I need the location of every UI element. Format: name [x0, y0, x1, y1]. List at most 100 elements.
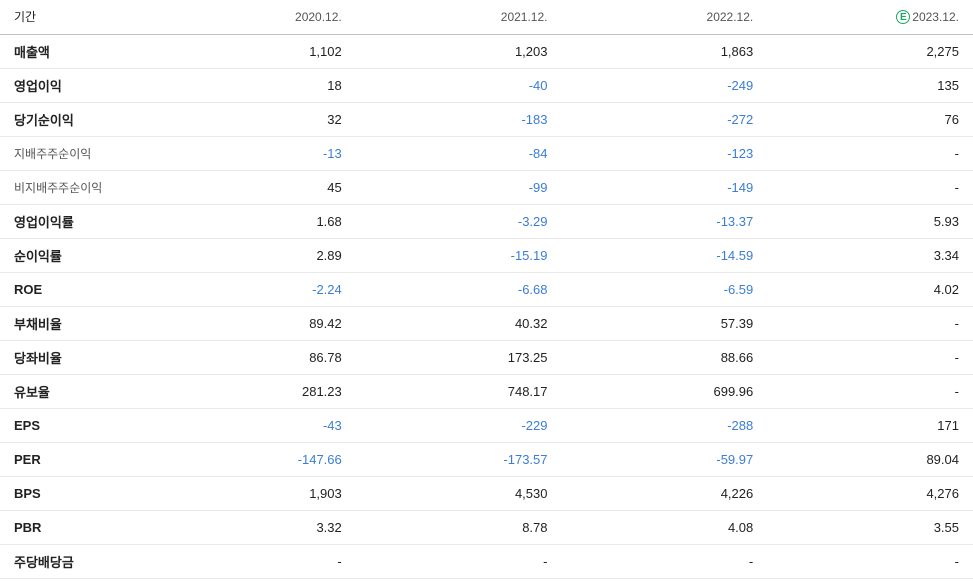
cell-value: -3.29 — [356, 204, 562, 238]
cell-value: 281.23 — [150, 374, 356, 408]
row-label: 비지배주주순이익 — [0, 170, 150, 204]
header-label: 기간 — [0, 0, 150, 34]
header-period: E2023.12. — [767, 0, 973, 34]
cell-value: 1,863 — [562, 34, 768, 68]
table-row: EPS-43-229-288171 — [0, 408, 973, 442]
cell-value: -183 — [356, 102, 562, 136]
cell-value: 3.32 — [150, 510, 356, 544]
row-label: ROE — [0, 272, 150, 306]
cell-value: -13.37 — [562, 204, 768, 238]
header-period: 2022.12. — [562, 0, 768, 34]
table-row: 유보율281.23748.17699.96- — [0, 374, 973, 408]
cell-value: 1,203 — [356, 34, 562, 68]
cell-value: 2,275 — [767, 34, 973, 68]
cell-value: -123 — [562, 136, 768, 170]
table-row: ROE-2.24-6.68-6.594.02 — [0, 272, 973, 306]
table-row: 영업이익18-40-249135 — [0, 68, 973, 102]
cell-value: 171 — [767, 408, 973, 442]
cell-value: - — [767, 136, 973, 170]
header-row: 기간 2020.12. 2021.12. 2022.12. E2023.12. — [0, 0, 973, 34]
cell-value: -14.59 — [562, 238, 768, 272]
cell-value: -15.19 — [356, 238, 562, 272]
cell-value: -2.24 — [150, 272, 356, 306]
period-label: 2021.12. — [501, 10, 548, 24]
table-row: BPS1,9034,5304,2264,276 — [0, 476, 973, 510]
cell-value: 1,102 — [150, 34, 356, 68]
row-label: 주당배당금 — [0, 544, 150, 578]
cell-value: -173.57 — [356, 442, 562, 476]
cell-value: 88.66 — [562, 340, 768, 374]
row-label: EPS — [0, 408, 150, 442]
row-label: PBR — [0, 510, 150, 544]
row-label: 지배주주순이익 — [0, 136, 150, 170]
financial-table-container: 기간 2020.12. 2021.12. 2022.12. E2023.12. 매출액… — [0, 0, 973, 579]
cell-value: -249 — [562, 68, 768, 102]
table-row: 매출액1,1021,2031,8632,275 — [0, 34, 973, 68]
period-label: 2022.12. — [707, 10, 754, 24]
cell-value: -59.97 — [562, 442, 768, 476]
cell-value: 89.42 — [150, 306, 356, 340]
cell-value: 3.34 — [767, 238, 973, 272]
cell-value: - — [767, 306, 973, 340]
cell-value: 4,530 — [356, 476, 562, 510]
cell-value: 45 — [150, 170, 356, 204]
row-label: 유보율 — [0, 374, 150, 408]
row-label: 당기순이익 — [0, 102, 150, 136]
cell-value: - — [767, 170, 973, 204]
cell-value: 57.39 — [562, 306, 768, 340]
row-label: 영업이익률 — [0, 204, 150, 238]
cell-value: -6.68 — [356, 272, 562, 306]
cell-value: -149 — [562, 170, 768, 204]
table-row: 지배주주순이익-13-84-123- — [0, 136, 973, 170]
financial-table: 기간 2020.12. 2021.12. 2022.12. E2023.12. 매출액… — [0, 0, 973, 579]
row-label: 부채비율 — [0, 306, 150, 340]
table-row: 당좌비율86.78173.2588.66- — [0, 340, 973, 374]
table-row: 비지배주주순이익45-99-149- — [0, 170, 973, 204]
cell-value: -229 — [356, 408, 562, 442]
table-row: 영업이익률1.68-3.29-13.375.93 — [0, 204, 973, 238]
table-row: 주당배당금---- — [0, 544, 973, 578]
table-row: 부채비율89.4240.3257.39- — [0, 306, 973, 340]
table-row: PER-147.66-173.57-59.9789.04 — [0, 442, 973, 476]
cell-value: -13 — [150, 136, 356, 170]
cell-value: - — [767, 544, 973, 578]
cell-value: 1,903 — [150, 476, 356, 510]
cell-value: 3.55 — [767, 510, 973, 544]
estimate-badge-icon: E — [896, 10, 910, 24]
cell-value: -288 — [562, 408, 768, 442]
cell-value: 748.17 — [356, 374, 562, 408]
cell-value: - — [767, 340, 973, 374]
cell-value: 699.96 — [562, 374, 768, 408]
row-label: 영업이익 — [0, 68, 150, 102]
cell-value: 135 — [767, 68, 973, 102]
row-label: BPS — [0, 476, 150, 510]
cell-value: 4.02 — [767, 272, 973, 306]
cell-value: 4,226 — [562, 476, 768, 510]
cell-value: -6.59 — [562, 272, 768, 306]
cell-value: 2.89 — [150, 238, 356, 272]
period-label: 2020.12. — [295, 10, 342, 24]
cell-value: 4,276 — [767, 476, 973, 510]
table-row: 당기순이익32-183-27276 — [0, 102, 973, 136]
cell-value: -84 — [356, 136, 562, 170]
cell-value: 173.25 — [356, 340, 562, 374]
cell-value: 86.78 — [150, 340, 356, 374]
row-label: 매출액 — [0, 34, 150, 68]
cell-value: - — [562, 544, 768, 578]
cell-value: 1.68 — [150, 204, 356, 238]
cell-value: -272 — [562, 102, 768, 136]
cell-value: 4.08 — [562, 510, 768, 544]
cell-value: 76 — [767, 102, 973, 136]
cell-value: 89.04 — [767, 442, 973, 476]
header-period: 2021.12. — [356, 0, 562, 34]
cell-value: - — [767, 374, 973, 408]
table-head: 기간 2020.12. 2021.12. 2022.12. E2023.12. — [0, 0, 973, 34]
header-period: 2020.12. — [150, 0, 356, 34]
row-label: PER — [0, 442, 150, 476]
row-label: 순이익률 — [0, 238, 150, 272]
period-label: 2023.12. — [912, 10, 959, 24]
cell-value: - — [356, 544, 562, 578]
cell-value: 8.78 — [356, 510, 562, 544]
cell-value: -40 — [356, 68, 562, 102]
cell-value: 40.32 — [356, 306, 562, 340]
